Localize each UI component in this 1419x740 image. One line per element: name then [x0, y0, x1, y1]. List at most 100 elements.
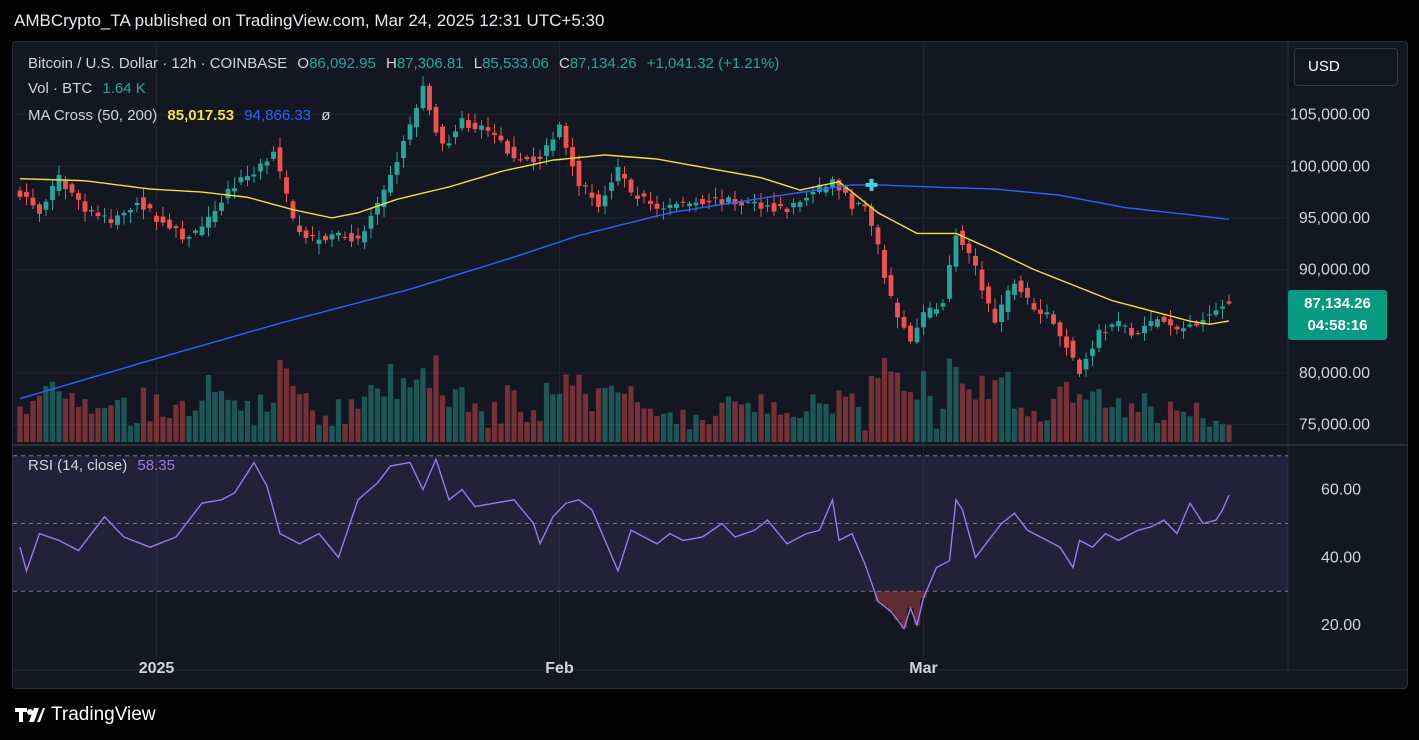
candle-body: [414, 107, 419, 128]
volume-bar: [75, 407, 82, 442]
candle-body: [882, 250, 887, 278]
volume-bar: [335, 399, 342, 442]
volume-bar: [693, 414, 699, 442]
volume-bar: [914, 399, 920, 442]
candle-body: [479, 125, 484, 130]
footer-brand[interactable]: TradingView: [15, 704, 156, 726]
candle-body: [914, 327, 920, 343]
volume-bar: [738, 404, 745, 442]
candle-body: [1005, 290, 1011, 313]
volume-bar: [511, 390, 517, 442]
volume-bar: [979, 375, 985, 442]
volume-bar: [940, 408, 946, 442]
candle-body: [596, 194, 601, 207]
volume-bar: [771, 402, 777, 442]
volume-bar: [296, 394, 303, 442]
high-value: 87,306.81: [396, 55, 464, 72]
volume-bar: [667, 412, 673, 442]
candle-body: [297, 225, 302, 233]
volume-bar: [485, 427, 491, 442]
candle-body: [908, 325, 913, 342]
volume-bar: [36, 395, 43, 442]
candle-body: [849, 193, 855, 209]
candle-body: [1090, 348, 1095, 357]
volume-bar: [537, 420, 543, 442]
open-label: O: [297, 55, 310, 72]
volume-bar: [953, 366, 959, 442]
candle-body: [979, 269, 985, 291]
candle-body: [1220, 306, 1225, 309]
currency-button[interactable]: USD: [1294, 48, 1398, 86]
candle-body: [1187, 324, 1193, 327]
chart-panel[interactable]: 105,000.00 100,000.00 95,000.00 90,000.00 80…: [12, 41, 1408, 689]
volume-bar: [400, 377, 407, 442]
change-value: +1,041.32 (+1.21%): [646, 55, 780, 72]
volume-bar: [49, 381, 56, 442]
volume-bar: [1018, 407, 1024, 442]
candle-body: [1116, 321, 1121, 327]
candle-body: [381, 189, 387, 208]
volume-bar: [381, 396, 387, 442]
volume-bar: [498, 423, 504, 442]
volume-bar: [322, 415, 329, 442]
volume-bar: [342, 424, 348, 442]
volume-bar: [452, 389, 459, 442]
volume-bar: [459, 387, 465, 442]
candle-body: [804, 197, 809, 201]
candle-body: [498, 135, 504, 141]
volume-bar: [829, 413, 836, 442]
symbol-name[interactable]: Bitcoin / U.S. Dollar · 12h · COINBASE: [28, 55, 288, 72]
volume-bar: [355, 408, 361, 442]
candle-body: [992, 308, 998, 323]
candle-body: [1148, 320, 1154, 326]
candle-body: [817, 184, 822, 193]
candle-body: [940, 303, 946, 307]
candle-body: [329, 234, 335, 240]
volume-bar: [569, 385, 576, 442]
candle-body: [427, 85, 432, 111]
low-label: L: [473, 55, 483, 72]
candle-body: [102, 215, 107, 217]
rsi-line: [19, 457, 1230, 630]
volume-bar: [1154, 422, 1161, 442]
volume-bar: [823, 404, 829, 442]
candle-body: [1213, 310, 1219, 315]
volume-bar: [862, 430, 868, 442]
volume-bar: [277, 360, 283, 442]
volume-bar: [901, 390, 907, 442]
volume-bar: [634, 402, 641, 442]
candle-body: [1096, 329, 1102, 348]
candle-body: [1044, 312, 1050, 315]
candle-body: [82, 201, 88, 212]
volume-bar: [1161, 419, 1167, 442]
candle-body: [349, 233, 354, 242]
candle-body: [466, 120, 471, 128]
volume-bar: [1050, 398, 1057, 442]
close-value: 87,134.26: [569, 55, 637, 72]
candle-body: [544, 145, 549, 156]
volume-bar: [1037, 421, 1044, 442]
ma-cross-label[interactable]: MA Cross (50, 200): [28, 107, 158, 124]
candle-body: [602, 195, 608, 207]
candle-body: [121, 212, 127, 216]
candle-body: [24, 191, 29, 197]
volume-bar: [927, 395, 933, 442]
volume-bar: [777, 414, 784, 442]
candle-body: [1142, 325, 1147, 334]
rsi-label[interactable]: RSI (14, close): [28, 457, 128, 474]
volume-bar: [56, 391, 62, 442]
candle-body: [765, 205, 770, 207]
volume-bar: [225, 399, 231, 442]
candlestick-chart[interactable]: 105,000.00 100,000.00 95,000.00 90,000.00 80…: [13, 42, 1407, 688]
volume-bar: [244, 400, 251, 442]
candle-body: [323, 235, 328, 241]
volume-bar: [17, 406, 23, 442]
candle-body: [999, 304, 1004, 323]
symbol-legend: Bitcoin / U.S. Dollar · 12h · COINBASE O…: [28, 55, 779, 72]
volume-bar: [95, 408, 101, 442]
candle-body: [921, 312, 926, 328]
candle-body: [1038, 309, 1043, 314]
volume-bar: [517, 412, 524, 442]
volume-bar: [192, 410, 199, 442]
volume-label[interactable]: Vol · BTC: [28, 80, 93, 97]
